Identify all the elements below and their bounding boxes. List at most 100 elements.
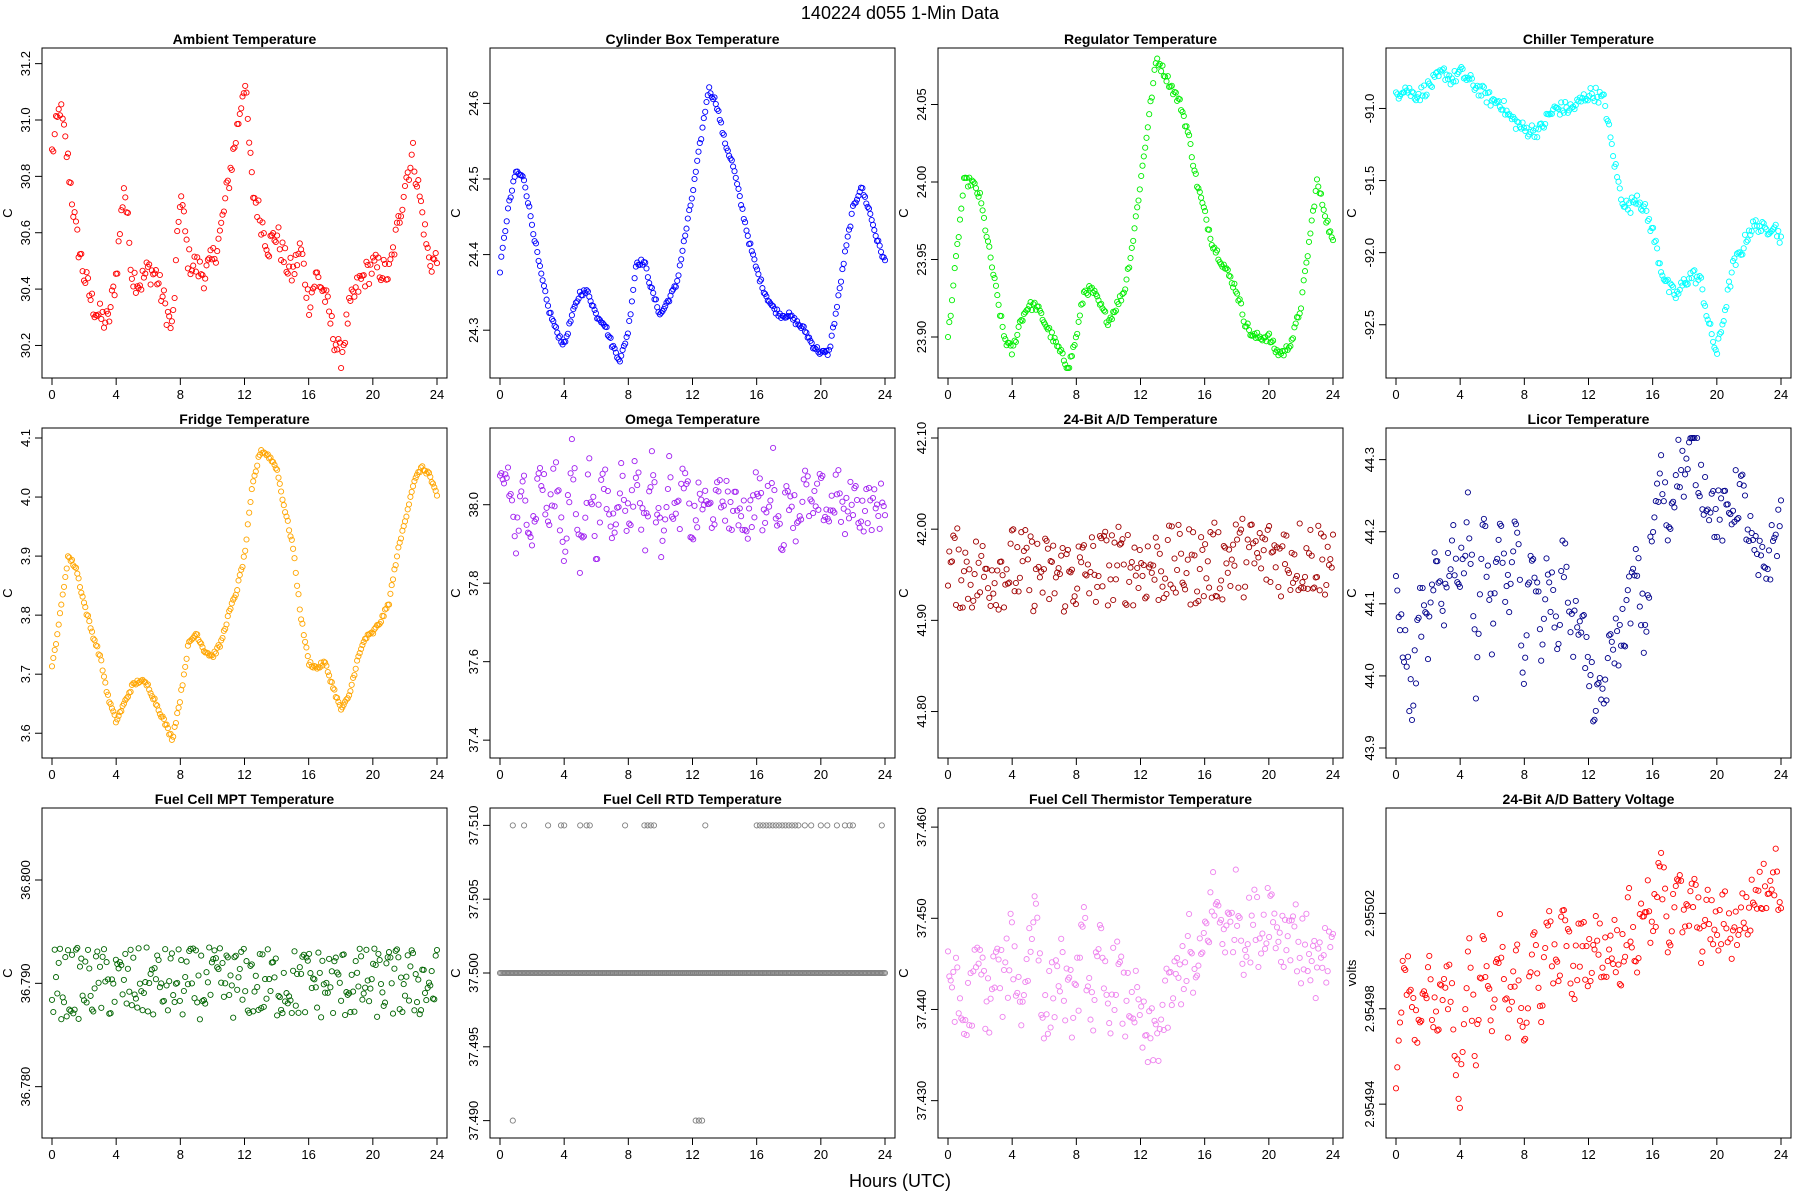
data-point xyxy=(216,643,223,650)
data-point xyxy=(690,536,697,543)
data-point xyxy=(964,183,972,190)
data-point xyxy=(1482,90,1489,97)
data-point xyxy=(98,657,105,664)
data-point xyxy=(998,946,1005,954)
data-point xyxy=(75,1015,82,1022)
data-point xyxy=(70,1010,77,1017)
data-point xyxy=(95,651,102,658)
data-point xyxy=(1554,104,1561,111)
data-point xyxy=(1243,559,1250,566)
data-point xyxy=(668,288,675,295)
data-point xyxy=(778,545,785,552)
data-point xyxy=(1728,955,1735,962)
data-point xyxy=(431,484,438,491)
data-point xyxy=(122,950,129,957)
data-point xyxy=(504,205,512,212)
data-point xyxy=(187,945,194,952)
data-point xyxy=(802,467,809,474)
data-point xyxy=(116,709,123,716)
data-point xyxy=(1651,514,1658,521)
data-point xyxy=(102,319,109,326)
data-point xyxy=(1048,558,1055,565)
data-point xyxy=(1394,587,1401,594)
data-point xyxy=(179,682,186,689)
data-point xyxy=(1580,612,1587,619)
data-point xyxy=(108,287,115,294)
data-point xyxy=(167,325,174,332)
data-point xyxy=(1724,939,1731,946)
data-point xyxy=(211,947,218,954)
data-point xyxy=(1550,980,1557,987)
data-point xyxy=(111,292,118,299)
data-point xyxy=(171,294,178,302)
x-tick-label: 8 xyxy=(177,387,184,402)
data-point xyxy=(236,110,243,118)
data-point xyxy=(250,478,257,485)
data-point xyxy=(1763,575,1770,582)
data-point xyxy=(1607,932,1614,939)
data-point xyxy=(566,499,573,506)
data-point xyxy=(1678,466,1685,474)
data-point xyxy=(1168,82,1175,89)
data-point xyxy=(1741,925,1749,932)
data-point xyxy=(1463,985,1470,992)
data-point xyxy=(980,214,988,221)
data-point xyxy=(557,822,565,829)
plot-frame xyxy=(1385,807,1792,1139)
x-tick-label: 4 xyxy=(561,1147,568,1162)
data-point xyxy=(664,485,671,493)
data-point xyxy=(87,625,94,632)
data-point xyxy=(845,226,853,233)
data-point xyxy=(1415,90,1422,97)
data-point xyxy=(1715,947,1722,954)
y-tick-label: -92.0 xyxy=(1362,238,1377,268)
data-point xyxy=(1736,926,1743,934)
data-point xyxy=(320,286,327,293)
data-point xyxy=(843,242,850,249)
data-point xyxy=(1575,98,1582,105)
data-point xyxy=(1211,912,1218,919)
data-point xyxy=(128,1002,135,1009)
data-point xyxy=(62,954,69,961)
data-point xyxy=(1444,76,1452,83)
data-point xyxy=(63,154,70,161)
data-point xyxy=(1464,489,1471,496)
data-point xyxy=(775,513,782,520)
data-point xyxy=(196,1016,203,1023)
data-point xyxy=(192,268,199,275)
data-point xyxy=(502,471,509,478)
data-point xyxy=(853,496,861,504)
data-point xyxy=(417,1007,425,1014)
data-point xyxy=(425,469,433,476)
data-point xyxy=(711,521,718,528)
data-point xyxy=(248,486,255,493)
data-point xyxy=(200,997,207,1004)
data-point xyxy=(1483,963,1490,970)
data-point xyxy=(296,606,303,613)
data-point xyxy=(124,965,131,972)
x-tick-label: 0 xyxy=(48,1147,55,1162)
data-point xyxy=(278,1006,285,1013)
data-point xyxy=(739,526,746,533)
data-point xyxy=(403,973,410,980)
data-point xyxy=(120,700,127,707)
data-point xyxy=(114,270,121,277)
data-point xyxy=(408,947,415,954)
data-point xyxy=(627,522,634,529)
data-point xyxy=(788,822,796,829)
data-point xyxy=(370,630,377,637)
data-point xyxy=(208,256,215,263)
data-point xyxy=(68,951,76,958)
data-point xyxy=(1707,509,1714,516)
data-point xyxy=(875,512,882,520)
data-point xyxy=(1279,543,1286,550)
data-point xyxy=(399,1008,406,1016)
data-point xyxy=(1402,966,1409,974)
data-point xyxy=(499,244,506,251)
data-point xyxy=(596,519,603,526)
data-point xyxy=(1736,481,1743,488)
x-tick-label: 12 xyxy=(237,387,251,402)
data-point xyxy=(131,991,138,998)
data-point xyxy=(1246,894,1253,901)
data-point xyxy=(1699,286,1706,293)
